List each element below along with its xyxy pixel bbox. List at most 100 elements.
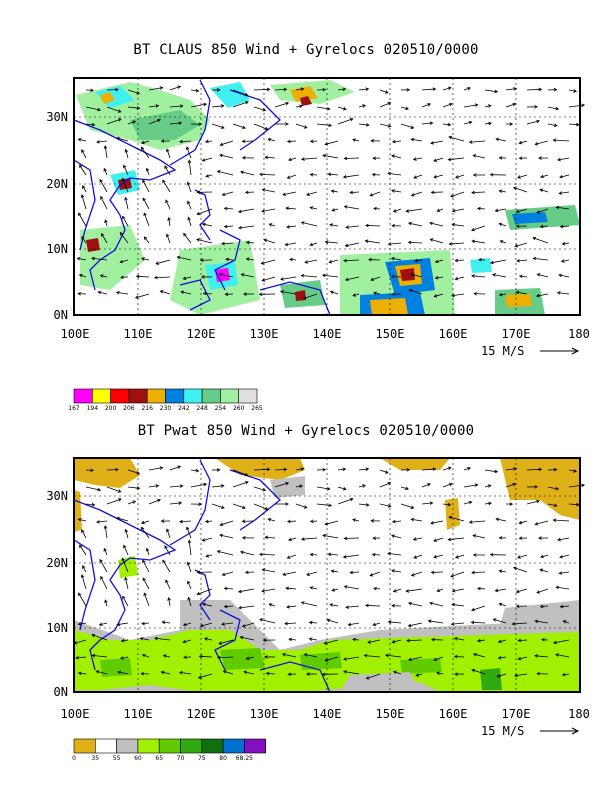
wind-vector: [324, 639, 339, 644]
wind-vector-head: [223, 224, 228, 229]
wind-vector-head: [515, 224, 520, 228]
wind-vector: [295, 468, 304, 471]
panel1-lon-140: 140E: [313, 327, 342, 341]
wind-vector-head: [497, 655, 502, 660]
wind-vector: [325, 656, 339, 662]
colorbar-label: 55: [113, 755, 121, 762]
wind-vector: [428, 620, 444, 624]
colorbar-swatch: [73, 738, 96, 754]
wind-vector-head: [362, 104, 366, 108]
wind-vector: [492, 274, 507, 278]
wind-vector-head: [99, 274, 104, 278]
panel2-gridlines: [74, 458, 580, 692]
wind-vector: [499, 570, 507, 573]
wind-vector-head: [240, 550, 244, 555]
wind-vector-head: [371, 172, 376, 177]
colorbar-swatch: [244, 738, 266, 754]
wind-vector-head: [349, 497, 354, 502]
wind-vector-head: [518, 156, 523, 160]
wind-vector-head: [448, 135, 453, 140]
wind-vector: [116, 291, 129, 295]
wind-vector-head: [237, 589, 242, 594]
wind-vector-head: [95, 670, 100, 674]
wind-vector-head: [538, 536, 542, 540]
wind-vector-head: [78, 592, 82, 597]
colorbar-label: 242: [178, 405, 190, 412]
wind-vector-head: [205, 554, 210, 558]
wind-vector-head: [223, 206, 228, 211]
wind-vector-head: [141, 653, 146, 658]
wind-vector: [179, 520, 192, 523]
wind-vector-head: [216, 655, 221, 660]
colorbar-swatch: [158, 738, 181, 754]
colorbar-label: 216: [141, 405, 153, 412]
wind-vector-head: [405, 106, 409, 111]
wind-vector: [101, 233, 108, 244]
wind-vector-head: [342, 175, 347, 179]
wind-vector: [120, 656, 129, 659]
wind-vector: [415, 673, 423, 676]
wind-vector-head: [245, 656, 250, 660]
wind-vector-head: [352, 637, 356, 642]
wind-vector-head: [474, 483, 479, 487]
wind-vector: [122, 596, 129, 607]
wind-vector: [563, 620, 570, 624]
wind-vector: [140, 637, 150, 641]
wind-vector: [81, 529, 87, 539]
panel1-vector-ref-label: 15 M/S: [481, 344, 524, 358]
wind-vector-head: [124, 196, 128, 201]
wind-vector-head: [216, 468, 221, 472]
wind-vector-head: [429, 121, 434, 125]
wind-vector-head: [201, 158, 206, 162]
wind-vector-head: [90, 468, 94, 473]
wind-vector: [232, 481, 249, 488]
wind-vector-head: [324, 522, 329, 526]
wind-vector: [120, 232, 129, 244]
wind-vector: [104, 599, 108, 607]
wind-vector: [559, 191, 570, 194]
wind-vector-head: [553, 87, 558, 92]
wind-vector-head: [166, 528, 170, 533]
wind-vector-head: [115, 87, 119, 92]
wind-vector: [471, 275, 486, 278]
wind-vector-head: [373, 586, 377, 591]
wind-vector-head: [225, 257, 230, 262]
wind-vector-head: [553, 123, 558, 128]
wind-vector: [100, 275, 108, 278]
wind-vector: [274, 468, 287, 471]
wind-vector: [406, 208, 423, 212]
colorbar-label: 194: [87, 405, 99, 412]
wind-vector-head: [309, 206, 314, 210]
wind-vector: [288, 157, 297, 161]
wind-vector-head: [321, 273, 326, 278]
wind-vector: [81, 574, 87, 590]
wind-vector-head: [552, 138, 557, 142]
wind-vector-head: [124, 148, 129, 153]
wind-vector: [379, 102, 391, 108]
wind-vector-head: [198, 122, 203, 126]
wind-vector-head: [136, 486, 141, 490]
wind-vector-head: [119, 231, 124, 236]
wind-vector-head: [202, 291, 207, 296]
wind-vector-head: [259, 552, 263, 557]
wind-vector: [454, 656, 465, 658]
wind-vector: [400, 123, 414, 129]
wind-vector: [78, 212, 87, 227]
wind-vector: [369, 571, 381, 576]
wind-vector: [559, 554, 570, 558]
wind-vector: [329, 259, 339, 263]
wind-vector: [85, 123, 95, 126]
wind-vector-head: [300, 221, 305, 225]
wind-vector-head: [100, 575, 104, 580]
wind-vector: [450, 191, 465, 197]
wind-vector-head: [103, 525, 108, 529]
wind-vector-head: [451, 602, 456, 607]
wind-vector-head: [204, 139, 209, 144]
wind-vector: [536, 208, 549, 214]
panel1-lon-150: 150E: [376, 327, 405, 341]
wind-vector-head: [132, 500, 137, 504]
wind-vector-head: [103, 167, 107, 172]
wind-vector-head: [553, 467, 558, 472]
colorbar-label: 70: [177, 755, 185, 762]
panel2-lon-160: 160E: [439, 707, 468, 721]
